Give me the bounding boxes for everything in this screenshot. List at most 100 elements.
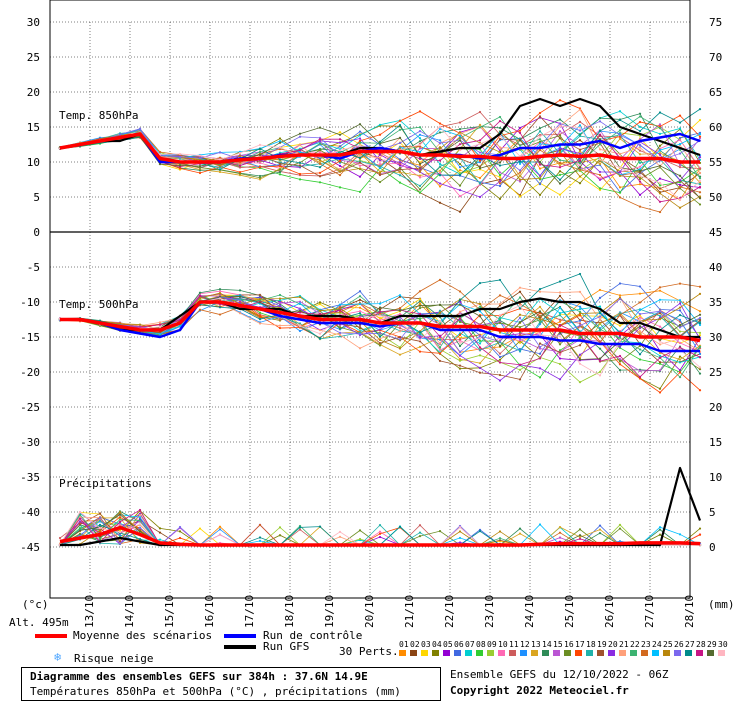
- perturbation-point: [598, 143, 602, 146]
- perturbation-point: [298, 151, 302, 154]
- pert-legend-swatch: [476, 650, 483, 656]
- perturbation-point: [378, 123, 382, 126]
- perturbation-point: [318, 138, 322, 141]
- perturbation-point: [658, 144, 662, 147]
- perturbation-point: [278, 164, 282, 168]
- perturbation-point: [598, 296, 602, 300]
- series-line-moyenne-des-sc-narios: [59, 525, 701, 547]
- perturbation-point: [318, 329, 322, 332]
- x-tick-label: 25/10: [563, 595, 576, 628]
- perturbation-point: [418, 147, 422, 150]
- mean-legend-swatch: [35, 634, 67, 638]
- perturbation-point: [458, 367, 462, 370]
- perturbation-point: [538, 314, 542, 317]
- perturbation-point: [338, 535, 342, 538]
- chart-subtitle: Températures 850hPa et 500hPa (°C) , pré…: [30, 685, 401, 698]
- perturbation-point: [478, 362, 482, 365]
- perturbation-point: [638, 112, 642, 115]
- perturbation-point: [318, 159, 322, 162]
- perturbation-point: [238, 161, 242, 164]
- perturbation-point: [418, 170, 422, 173]
- panel-label-precip: Précipitations: [59, 477, 152, 490]
- right-tick-label-500: 45: [709, 226, 722, 239]
- perturbation-point: [318, 303, 322, 306]
- perturbation-point: [578, 124, 582, 127]
- perturbation-point: [498, 355, 502, 359]
- perturbation-point: [638, 174, 642, 178]
- perturbation-point: [158, 531, 162, 534]
- perturbation-point: [698, 310, 702, 313]
- perturbation-point: [198, 156, 202, 160]
- perturbation-point: [498, 137, 502, 141]
- perturbation-point: [518, 129, 522, 132]
- perturbation-point: [578, 362, 582, 365]
- perturbation-point: [598, 347, 602, 350]
- perturbation-point: [618, 134, 622, 137]
- perturbation-point: [498, 197, 502, 200]
- perturbation-point: [278, 158, 282, 161]
- perturbation-point: [578, 534, 582, 537]
- perturbation-point: [578, 129, 582, 132]
- perturbation-point: [698, 323, 702, 327]
- perturbation-point: [658, 298, 662, 301]
- perturbation-point: [418, 174, 422, 177]
- perturbation-point: [178, 167, 182, 170]
- pert-legend-swatch: [432, 650, 439, 656]
- pert-legend-swatch: [553, 650, 560, 656]
- perturbation-point: [438, 303, 442, 307]
- pert-legend-number: 11: [509, 640, 519, 649]
- perturbation-point: [298, 302, 302, 305]
- perturbation-point: [178, 530, 182, 533]
- perturbation-point: [678, 302, 682, 305]
- perturbation-point: [678, 165, 682, 169]
- perturbation-point: [498, 318, 502, 321]
- perturbation-point: [558, 526, 562, 529]
- right-tick-label-500: 10: [709, 471, 722, 484]
- x-tick-label: 13/10: [83, 595, 96, 628]
- perturbation-point: [418, 312, 422, 316]
- perturbation-point: [398, 123, 402, 127]
- pert-legend-number: 29: [707, 640, 717, 649]
- perturbation-point: [498, 331, 502, 334]
- perturbation-point: [298, 161, 302, 164]
- perturbation-point: [258, 539, 262, 542]
- series-line-run-de-contr-le: [59, 132, 701, 164]
- perturbation-point: [558, 306, 562, 309]
- perturbation-point: [438, 335, 442, 338]
- perturbation-point: [378, 180, 382, 184]
- perturbation-point: [458, 290, 462, 293]
- perturbation-point: [678, 127, 682, 130]
- perturbation-point: [278, 304, 282, 308]
- perturbation-point: [238, 151, 242, 155]
- perturbation-point: [558, 147, 562, 150]
- pert-legend-swatch: [564, 650, 571, 656]
- pert-legend-swatch: [707, 650, 714, 656]
- perturbation-point: [638, 353, 642, 356]
- perturbation-point: [638, 285, 642, 288]
- perturbation-point: [598, 288, 602, 292]
- perturbation-point: [438, 162, 442, 166]
- perturbation-point: [578, 126, 582, 129]
- perturbation-point: [338, 186, 342, 189]
- perturbation-point: [358, 529, 362, 532]
- perturbation-point: [278, 526, 282, 529]
- perturbation-point: [498, 358, 502, 361]
- perturbation-point: [678, 138, 682, 142]
- perturbation-point: [418, 302, 422, 305]
- run-info: Ensemble GEFS du 12/10/2022 - 06Z: [450, 668, 669, 681]
- perturbation-point: [478, 151, 482, 154]
- perturbation-point: [78, 527, 82, 530]
- perturbation-point: [298, 528, 302, 531]
- perturbation-point: [598, 312, 602, 315]
- perturbation-point: [518, 338, 522, 341]
- perturbation-point: [358, 315, 362, 318]
- perturbation-point: [258, 178, 262, 181]
- perturbation-point: [78, 523, 82, 526]
- perturbation-point: [618, 363, 622, 366]
- perturbation-point: [298, 526, 302, 529]
- left-tick-label: 0: [33, 226, 40, 239]
- perturbation-point: [498, 146, 502, 149]
- perturbation-point: [418, 298, 422, 301]
- perturbation-point: [638, 326, 642, 330]
- perturbation-point: [598, 305, 602, 308]
